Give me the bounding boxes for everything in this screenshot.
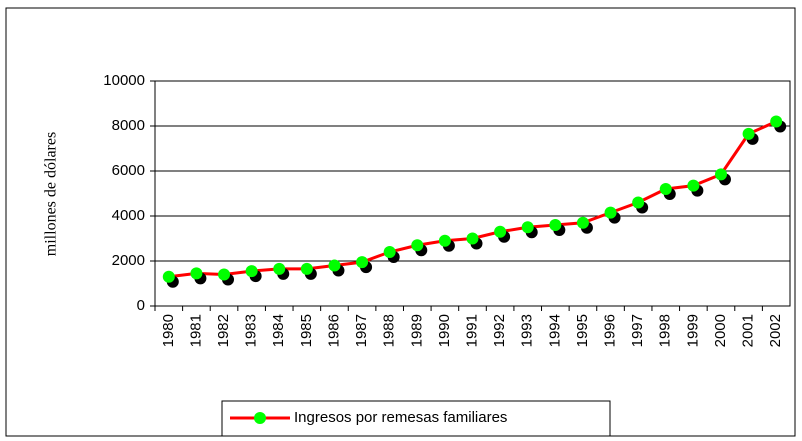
marker (438, 234, 451, 247)
marker (273, 262, 286, 275)
legend-label: Ingresos por remesas familiares (294, 409, 507, 426)
marker (411, 239, 424, 252)
x-tick-label: 1998 (657, 314, 674, 347)
x-tick-label: 1990 (436, 314, 453, 347)
marker (162, 270, 175, 283)
marker (549, 219, 562, 231)
y-tick-label: 8000 (112, 117, 145, 134)
y-tick-label: 4000 (112, 207, 145, 224)
marker (245, 265, 258, 278)
marker (576, 216, 589, 229)
x-tick-label: 1983 (243, 314, 260, 347)
x-tick-label: 1991 (463, 314, 480, 347)
x-tick-label: 1985 (298, 314, 315, 347)
y-tick-label: 2000 (112, 252, 145, 269)
marker (521, 221, 534, 234)
marker (687, 179, 700, 192)
y-axis-label: millones de dólares (43, 132, 60, 256)
marker (383, 246, 396, 258)
y-tick-label: 10000 (103, 72, 145, 89)
marker (466, 232, 479, 245)
x-tick-label: 1989 (408, 314, 425, 347)
x-tick-label: 1980 (160, 314, 177, 347)
x-tick-label: 1987 (353, 314, 370, 347)
marker (494, 225, 507, 238)
x-tick-label: 1996 (602, 314, 619, 347)
marker (328, 259, 341, 272)
marker (300, 262, 313, 275)
x-tick-label: 1986 (325, 314, 342, 347)
plot-area (154, 80, 791, 307)
x-tick-label: 1982 (215, 314, 232, 347)
marker (632, 196, 645, 209)
x-tick-label: 1992 (491, 314, 508, 347)
x-tick-label: 2000 (712, 314, 729, 347)
x-tick-label: 1993 (519, 314, 536, 347)
x-tick-label: 2001 (740, 314, 757, 347)
x-tick-label: 1984 (270, 314, 287, 347)
x-tick-label: 1981 (187, 314, 204, 347)
x-tick-label: 2002 (767, 314, 784, 347)
legend-marker (254, 412, 266, 424)
x-tick-label: 1994 (546, 314, 563, 347)
marker (356, 256, 369, 269)
marker (714, 168, 727, 181)
marker (218, 268, 231, 281)
marker (770, 115, 783, 128)
x-tick-label: 1999 (684, 314, 701, 347)
marker (659, 183, 672, 195)
x-tick-label: 1995 (574, 314, 591, 347)
marker (742, 127, 755, 140)
chart-border (5, 7, 796, 437)
marker (190, 267, 203, 280)
x-tick-label: 1988 (381, 314, 398, 347)
marker (604, 206, 617, 219)
y-tick-label: 0 (137, 297, 145, 314)
y-tick-label: 6000 (112, 162, 145, 179)
x-tick-label: 1997 (629, 314, 646, 347)
